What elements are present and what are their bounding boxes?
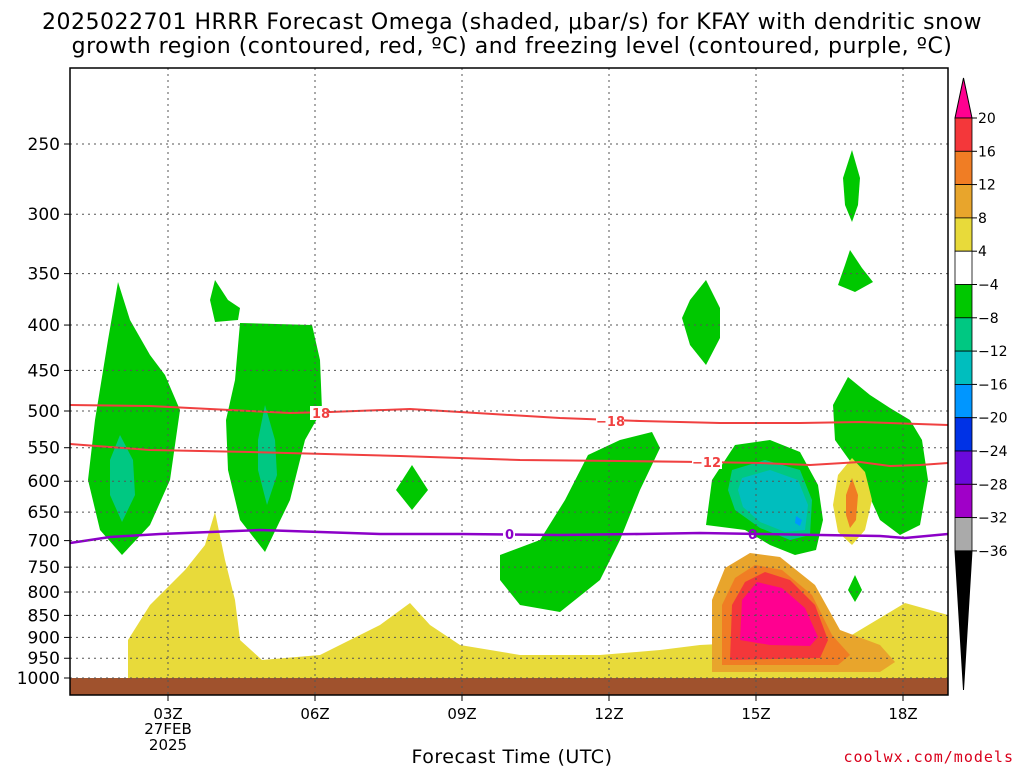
- colorbar-swatch: [954, 483, 973, 518]
- y-tick-label: 500: [28, 402, 60, 422]
- y-tick-label: 1000: [17, 669, 60, 689]
- plot-area: [70, 150, 948, 695]
- x-tick-label: 18Z: [888, 705, 917, 723]
- date-label-year: 2025: [148, 736, 188, 754]
- y-tick-label: 350: [28, 265, 60, 285]
- colorbar-swatch: [954, 217, 973, 252]
- ground-strip: [70, 678, 948, 695]
- x-tick-label: 12Z: [594, 705, 623, 723]
- contour-label-12: −12: [692, 456, 721, 471]
- date-label: 27FEB 2025: [138, 721, 198, 753]
- colorbar-swatch: [954, 117, 973, 152]
- y-tick-label: 250: [28, 135, 60, 155]
- contour-labels: 18 −18 −12 0 0: [310, 406, 757, 543]
- colorbar-label: −16: [978, 377, 1008, 393]
- omega-area-orange-k: [846, 478, 858, 528]
- y-tick-label: 450: [28, 361, 60, 381]
- x-tick-label: 09Z: [447, 705, 476, 723]
- y-axis-labels: 2503003504004505005506006507007508008509…: [17, 135, 70, 689]
- colorbar-swatch: [954, 317, 973, 352]
- colorbar-label: −32: [978, 511, 1008, 527]
- contour-label-0-a: 0: [505, 528, 514, 543]
- y-tick-label: 700: [28, 532, 60, 552]
- vertical-gridlines: [167, 68, 904, 695]
- y-tick-label: 400: [28, 316, 60, 336]
- credit-text: coolwx.com/models: [843, 748, 1014, 766]
- x-axis-title: Forecast Time (UTC): [411, 746, 613, 768]
- colorbar-swatch: [954, 184, 973, 219]
- contour-label-18-b: −18: [596, 415, 625, 430]
- colorbar-swatch: [954, 350, 973, 385]
- colorbar-swatch: [954, 517, 973, 552]
- colorbar-swatch: [954, 150, 973, 186]
- omega-area-cyan-g: [738, 470, 808, 532]
- y-tick-label: 850: [28, 606, 60, 626]
- colorbar-swatch: [954, 417, 973, 452]
- omega-area-green-l: [848, 575, 862, 602]
- colorbar-label: −36: [978, 544, 1008, 560]
- chart-title-line1: 2025022701 HRRR Forecast Omega (shaded, …: [41, 10, 983, 35]
- contour-minus18: [70, 404, 948, 426]
- y-tick-label: 800: [28, 583, 60, 603]
- colorbar-label: 20: [978, 111, 996, 127]
- omega-area-green-h: [843, 150, 860, 222]
- colorbar-label: −20: [978, 411, 1008, 427]
- colorbar-label: −8: [978, 311, 999, 327]
- omega-area-green-a: [88, 282, 180, 555]
- omega-area-green-d: [396, 465, 428, 510]
- omega-area-magenta-5: [740, 582, 818, 646]
- x-tick-label: 03Z: [153, 705, 182, 723]
- y-tick-label: 900: [28, 628, 60, 648]
- y-tick-label: 300: [28, 205, 60, 225]
- colorbar-label: −24: [978, 444, 1008, 460]
- omega-area-green-e: [682, 280, 720, 365]
- colorbar-label: −28: [978, 477, 1008, 493]
- x-tick-label: 15Z: [741, 705, 770, 723]
- contour-label-18-a: 18: [312, 407, 330, 422]
- colorbar-label: 4: [978, 244, 987, 260]
- omega-area-teal-a: [110, 435, 135, 522]
- colorbar-bottom-arrow: [954, 550, 973, 691]
- colorbar: 20 16 12 8 4 −4 −8 −12 −16 −20 −24 −28 −32 −36: [954, 77, 1008, 691]
- contour-label-0-b: 0: [748, 528, 757, 543]
- colorbar-label: 12: [978, 178, 996, 194]
- omega-area-green-f: [500, 432, 660, 612]
- colorbar-swatch: [954, 250, 973, 285]
- omega-area-teal-c: [258, 405, 277, 505]
- colorbar-label: 16: [978, 144, 996, 160]
- colorbar-label: −4: [978, 278, 999, 294]
- colorbar-swatch: [954, 383, 973, 419]
- y-tick-label: 750: [28, 558, 60, 578]
- omega-area-blue-g: [795, 516, 802, 526]
- colorbar-top-arrow: [954, 77, 973, 119]
- y-tick-label: 650: [28, 503, 60, 523]
- y-tick-label: 600: [28, 472, 60, 492]
- y-tick-label: 950: [28, 649, 60, 669]
- colorbar-swatch: [954, 284, 973, 319]
- chart-title-line2: growth region (contoured, red, ºC) and f…: [71, 34, 953, 59]
- omega-area-green-i: [838, 250, 873, 292]
- x-axis-labels: 03Z 06Z 09Z 12Z 15Z 18Z: [153, 695, 918, 723]
- omega-area-green-b: [210, 280, 240, 322]
- date-label-day: 27FEB: [144, 720, 192, 738]
- colorbar-label: −12: [978, 344, 1008, 360]
- omega-area-green-j: [833, 377, 928, 535]
- x-tick-label: 06Z: [300, 705, 329, 723]
- colorbar-label: 8: [978, 211, 987, 227]
- y-tick-label: 550: [28, 439, 60, 459]
- plot-frame: [69, 67, 949, 696]
- colorbar-swatch: [954, 450, 973, 485]
